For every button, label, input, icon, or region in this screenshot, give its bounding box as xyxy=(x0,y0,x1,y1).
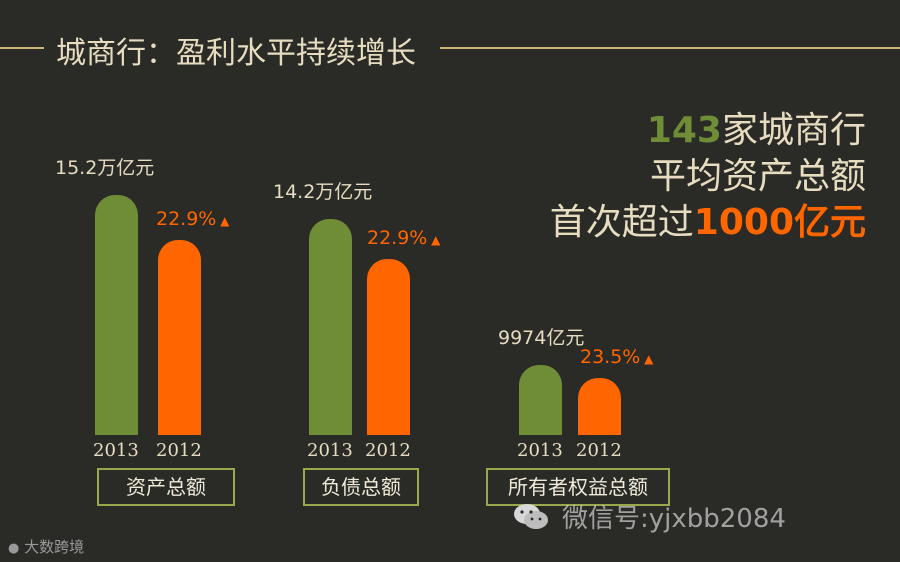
wechat-icon xyxy=(514,504,548,529)
header: 城商行：盈利水平持续增长 xyxy=(0,22,900,72)
growth-value: 22.9% xyxy=(156,207,217,230)
bar-2012-2 xyxy=(578,378,621,435)
bar-2012-0 xyxy=(158,239,201,435)
year-label: 2012 xyxy=(365,440,411,461)
headline-line1: 家城商行 xyxy=(721,110,866,151)
watermark-text: 微信号:yjxbb2084 xyxy=(562,504,786,534)
logo-icon: ● xyxy=(8,541,20,556)
up-triangle-icon: ▲ xyxy=(427,233,441,248)
category-label: 负债总额 xyxy=(303,468,419,506)
growth-value: 23.5% xyxy=(580,346,641,369)
header-rule-right xyxy=(440,47,900,49)
headline-count: 143 xyxy=(646,110,722,151)
logo: ● 大数跨境 xyxy=(8,536,84,557)
value-label: 9974亿元 xyxy=(498,327,585,349)
headline-amount: 1000亿元 xyxy=(693,202,866,243)
value-label: 15.2万亿元 xyxy=(55,157,155,179)
headline-line2: 平均资产总额 xyxy=(649,156,866,197)
growth-value: 22.9% xyxy=(367,227,428,250)
year-label: 2012 xyxy=(156,440,202,461)
logo-text: 大数跨境 xyxy=(24,538,85,556)
bar-2013-0 xyxy=(95,195,138,435)
year-label: 2013 xyxy=(93,440,139,461)
year-label: 2012 xyxy=(576,440,622,461)
growth-label: 22.9% ▲ xyxy=(367,227,440,249)
bar-2012-1 xyxy=(367,259,410,435)
year-label: 2013 xyxy=(307,440,353,461)
category-label: 资产总额 xyxy=(97,468,235,506)
page-title: 城商行：盈利水平持续增长 xyxy=(56,36,416,71)
bar-2013-2 xyxy=(519,365,562,435)
year-label: 2013 xyxy=(517,440,563,461)
value-label: 14.2万亿元 xyxy=(273,181,373,203)
up-triangle-icon: ▲ xyxy=(640,352,654,367)
up-triangle-icon: ▲ xyxy=(216,213,230,228)
growth-label: 22.9% ▲ xyxy=(156,208,229,230)
header-rule-left xyxy=(0,47,44,49)
headline-line3-prefix: 首次超过 xyxy=(549,202,694,243)
headline: 143家城商行 平均资产总额 首次超过1000亿元 xyxy=(550,108,866,246)
bar-2013-1 xyxy=(309,219,352,435)
category-label: 所有者权益总额 xyxy=(486,468,670,506)
growth-label: 23.5% ▲ xyxy=(580,346,653,368)
